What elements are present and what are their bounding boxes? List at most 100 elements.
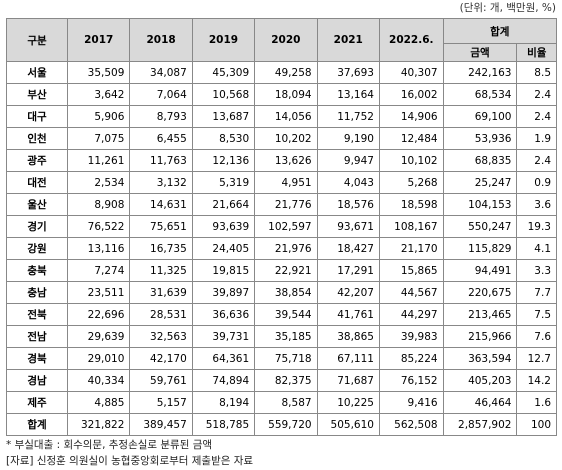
value-cell: 14,056 (254, 105, 318, 128)
table-row: 전남 29,639 32,563 39,731 35,185 38,865 39,983 21… (6, 325, 557, 348)
value-cell: 59,761 (129, 369, 193, 392)
header-cell: 2017 (66, 18, 131, 62)
value-cell: 74,894 (191, 369, 256, 392)
table-row: 합계 321,822 389,457 518,785 559,720 505,610 562… (6, 413, 557, 436)
value-cell: 10,568 (191, 83, 256, 106)
value-cell: 17,291 (316, 259, 380, 282)
value-cell: 6,455 (129, 127, 193, 150)
value-cell: 85,224 (378, 347, 444, 370)
value-cell: 3.6 (516, 193, 557, 216)
table-row: 광주 11,261 11,763 12,136 13,626 9,947 10,102 68,… (6, 149, 557, 172)
header-cell: 2021 (316, 18, 380, 62)
value-cell: 93,639 (191, 215, 256, 238)
value-cell: 7.7 (516, 281, 557, 304)
header-row: 금액 비율 (7, 43, 557, 62)
value-cell: 242,163 (442, 61, 518, 84)
table-row: 전북 22,696 28,531 36,636 39,544 41,761 44,297 21… (6, 303, 557, 326)
value-cell: 1.9 (516, 127, 557, 150)
header-row: 구분 2017 2018 2019 2020 2021 2022.6. 합계 (6, 18, 558, 62)
region-cell: 강원 (6, 237, 68, 260)
value-cell: 21,976 (254, 237, 318, 260)
value-cell: 104,153 (442, 193, 518, 216)
table-row: 대전 2,534 3,132 5,319 4,951 4,043 5,268 25,247 0.… (6, 171, 557, 194)
value-cell: 24,405 (191, 237, 256, 260)
value-cell: 41,761 (316, 303, 380, 326)
table-row: 대구 5,906 8,793 13,687 14,056 11,752 14,906 69,1… (6, 105, 557, 128)
value-cell: 75,718 (254, 347, 318, 370)
value-cell: 68,835 (442, 149, 518, 172)
value-cell: 38,865 (316, 325, 380, 348)
region-cell: 울산 (6, 193, 68, 216)
value-cell: 32,563 (129, 325, 193, 348)
table-row: 경북 29,010 42,170 64,361 75,718 67,111 85,224 36… (6, 347, 557, 370)
value-cell: 29,010 (66, 347, 131, 370)
value-cell: 23,511 (66, 281, 131, 304)
value-cell: 7,274 (66, 259, 131, 282)
header-cell: 2019 (191, 18, 256, 62)
value-cell: 40,307 (378, 61, 444, 84)
region-cell: 경기 (6, 215, 68, 238)
value-cell: 213,465 (442, 303, 518, 326)
value-cell: 39,731 (191, 325, 256, 348)
value-cell: 7.5 (516, 303, 557, 326)
table-row: 강원 13,116 16,735 24,405 21,976 18,427 21,170 11… (6, 237, 557, 260)
header-cell: 비율 (516, 43, 557, 62)
value-cell: 14,631 (129, 193, 193, 216)
value-cell: 10,202 (254, 127, 318, 150)
value-cell: 53,936 (442, 127, 518, 150)
value-cell: 8,587 (254, 391, 318, 414)
value-cell: 71,687 (316, 369, 380, 392)
value-cell: 34,087 (129, 61, 193, 84)
value-cell: 14,906 (378, 105, 444, 128)
footnote: * 부실대출 : 회수의문, 추정손실로 분류된 금액 (6, 439, 213, 451)
value-cell: 11,325 (129, 259, 193, 282)
value-cell: 14.2 (516, 369, 557, 392)
value-cell: 93,671 (316, 215, 380, 238)
value-cell: 102,597 (254, 215, 318, 238)
value-cell: 44,297 (378, 303, 444, 326)
value-cell: 8,530 (191, 127, 256, 150)
value-cell: 29,639 (66, 325, 131, 348)
value-cell: 2.4 (516, 105, 557, 128)
value-cell: 82,375 (254, 369, 318, 392)
table-row: 경남 40,334 59,761 74,894 82,375 71,687 76,152 40… (6, 369, 557, 392)
value-cell: 3,642 (66, 83, 131, 106)
value-cell: 21,776 (254, 193, 318, 216)
region-cell: 전북 (6, 303, 68, 326)
value-cell: 7,075 (66, 127, 131, 150)
value-cell: 35,185 (254, 325, 318, 348)
value-cell: 35,509 (66, 61, 131, 84)
value-cell: 64,361 (191, 347, 256, 370)
region-cell: 대구 (6, 105, 68, 128)
table-row: 울산 8,908 14,631 21,664 21,776 18,576 18,598 104… (6, 193, 557, 216)
value-cell: 49,258 (254, 61, 318, 84)
value-cell: 11,763 (129, 149, 193, 172)
value-cell: 76,522 (66, 215, 131, 238)
header-cell: 2022.6. (378, 18, 444, 62)
value-cell: 18,576 (316, 193, 380, 216)
region-cell: 경북 (6, 347, 68, 370)
table-row: 부산 3,642 7,064 10,568 18,094 13,164 16,002 68,5… (6, 83, 557, 106)
header-cell: 구분 (6, 18, 68, 62)
value-cell: 2.4 (516, 149, 557, 172)
value-cell: 18,427 (316, 237, 380, 260)
value-cell: 94,491 (442, 259, 518, 282)
value-cell: 100 (516, 413, 557, 436)
value-cell: 39,897 (191, 281, 256, 304)
header-cell: 2018 (129, 18, 193, 62)
value-cell: 42,170 (129, 347, 193, 370)
value-cell: 5,157 (129, 391, 193, 414)
value-cell: 8.5 (516, 61, 557, 84)
value-cell: 11,261 (66, 149, 131, 172)
value-cell: 3.3 (516, 259, 557, 282)
value-cell: 12,484 (378, 127, 444, 150)
value-cell: 108,167 (378, 215, 444, 238)
value-cell: 46,464 (442, 391, 518, 414)
value-cell: 31,639 (129, 281, 193, 304)
value-cell: 15,865 (378, 259, 444, 282)
value-cell: 10,225 (316, 391, 380, 414)
value-cell: 8,194 (191, 391, 256, 414)
value-cell: 13,687 (191, 105, 256, 128)
value-cell: 12.7 (516, 347, 557, 370)
